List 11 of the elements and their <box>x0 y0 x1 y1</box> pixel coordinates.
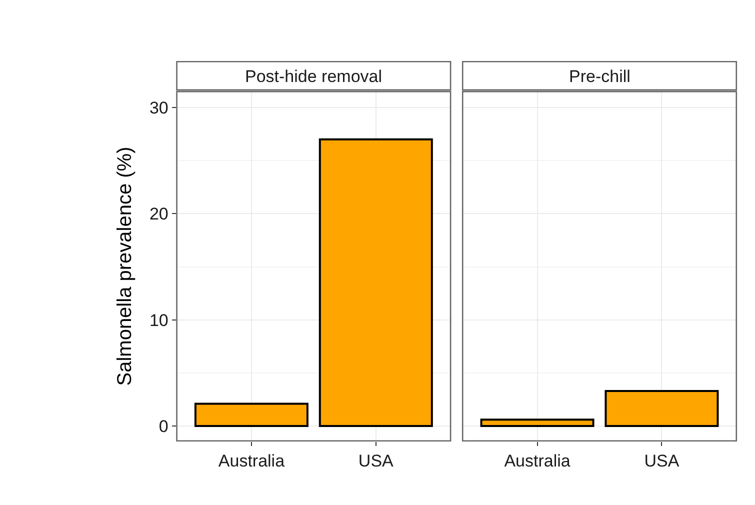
chart-title: Pre-chill <box>569 67 630 86</box>
x-tick-label: USA <box>358 451 394 470</box>
y-tick-label: 20 <box>149 204 168 224</box>
y-tick-label: 30 <box>149 98 168 118</box>
y-tick-label: 10 <box>149 310 168 330</box>
x-tick-label: Australia <box>218 451 286 470</box>
y-tick-label: 0 <box>158 416 168 436</box>
y-axis-title: Salmonella prevalence (%) <box>114 146 136 386</box>
x-tick-label: USA <box>644 451 680 470</box>
chart-title: Post-hide removal <box>245 67 382 86</box>
x-tick-label: Australia <box>504 451 571 470</box>
